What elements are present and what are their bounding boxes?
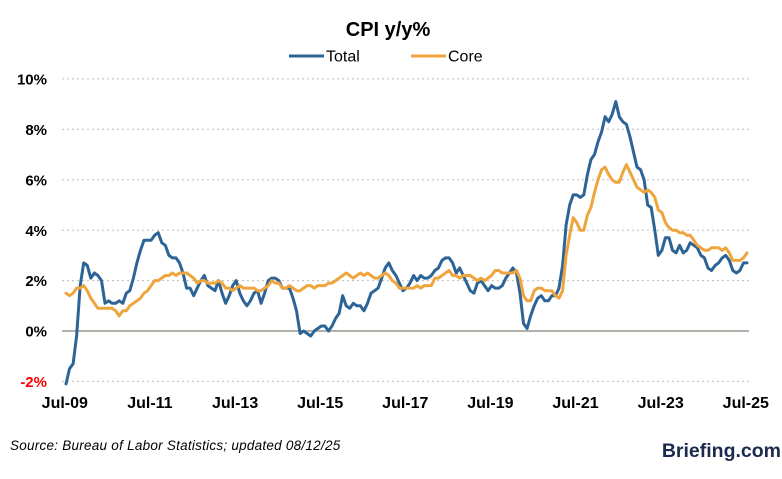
svg-text:Source: Bureau of Labor St: Source: Bureau of Labor Statistics; upda…: [10, 438, 341, 453]
svg-text:-2%: -2%: [20, 374, 47, 391]
svg-text:Jul-25: Jul-25: [723, 395, 769, 412]
svg-text:4%: 4%: [25, 223, 47, 240]
svg-text:Jul-21: Jul-21: [552, 395, 598, 412]
svg-text:10%: 10%: [17, 72, 47, 89]
svg-text:Briefing.com: Briefing.com: [662, 440, 781, 462]
svg-text:6%: 6%: [25, 172, 47, 189]
svg-text:Jul-23: Jul-23: [638, 395, 684, 412]
svg-text:CPI y/y%: CPI y/y%: [346, 19, 431, 41]
svg-text:Total: Total: [326, 49, 360, 66]
svg-text:Jul-11: Jul-11: [127, 395, 172, 412]
svg-text:2%: 2%: [25, 273, 47, 290]
svg-text:Jul-09: Jul-09: [42, 395, 88, 412]
svg-text:Jul-17: Jul-17: [382, 395, 428, 412]
svg-text:8%: 8%: [25, 122, 47, 139]
svg-text:Jul-13: Jul-13: [212, 395, 258, 412]
svg-text:Core: Core: [448, 49, 483, 66]
svg-text:Jul-19: Jul-19: [467, 395, 513, 412]
svg-text:Jul-15: Jul-15: [297, 395, 343, 412]
svg-text:0%: 0%: [25, 324, 47, 341]
